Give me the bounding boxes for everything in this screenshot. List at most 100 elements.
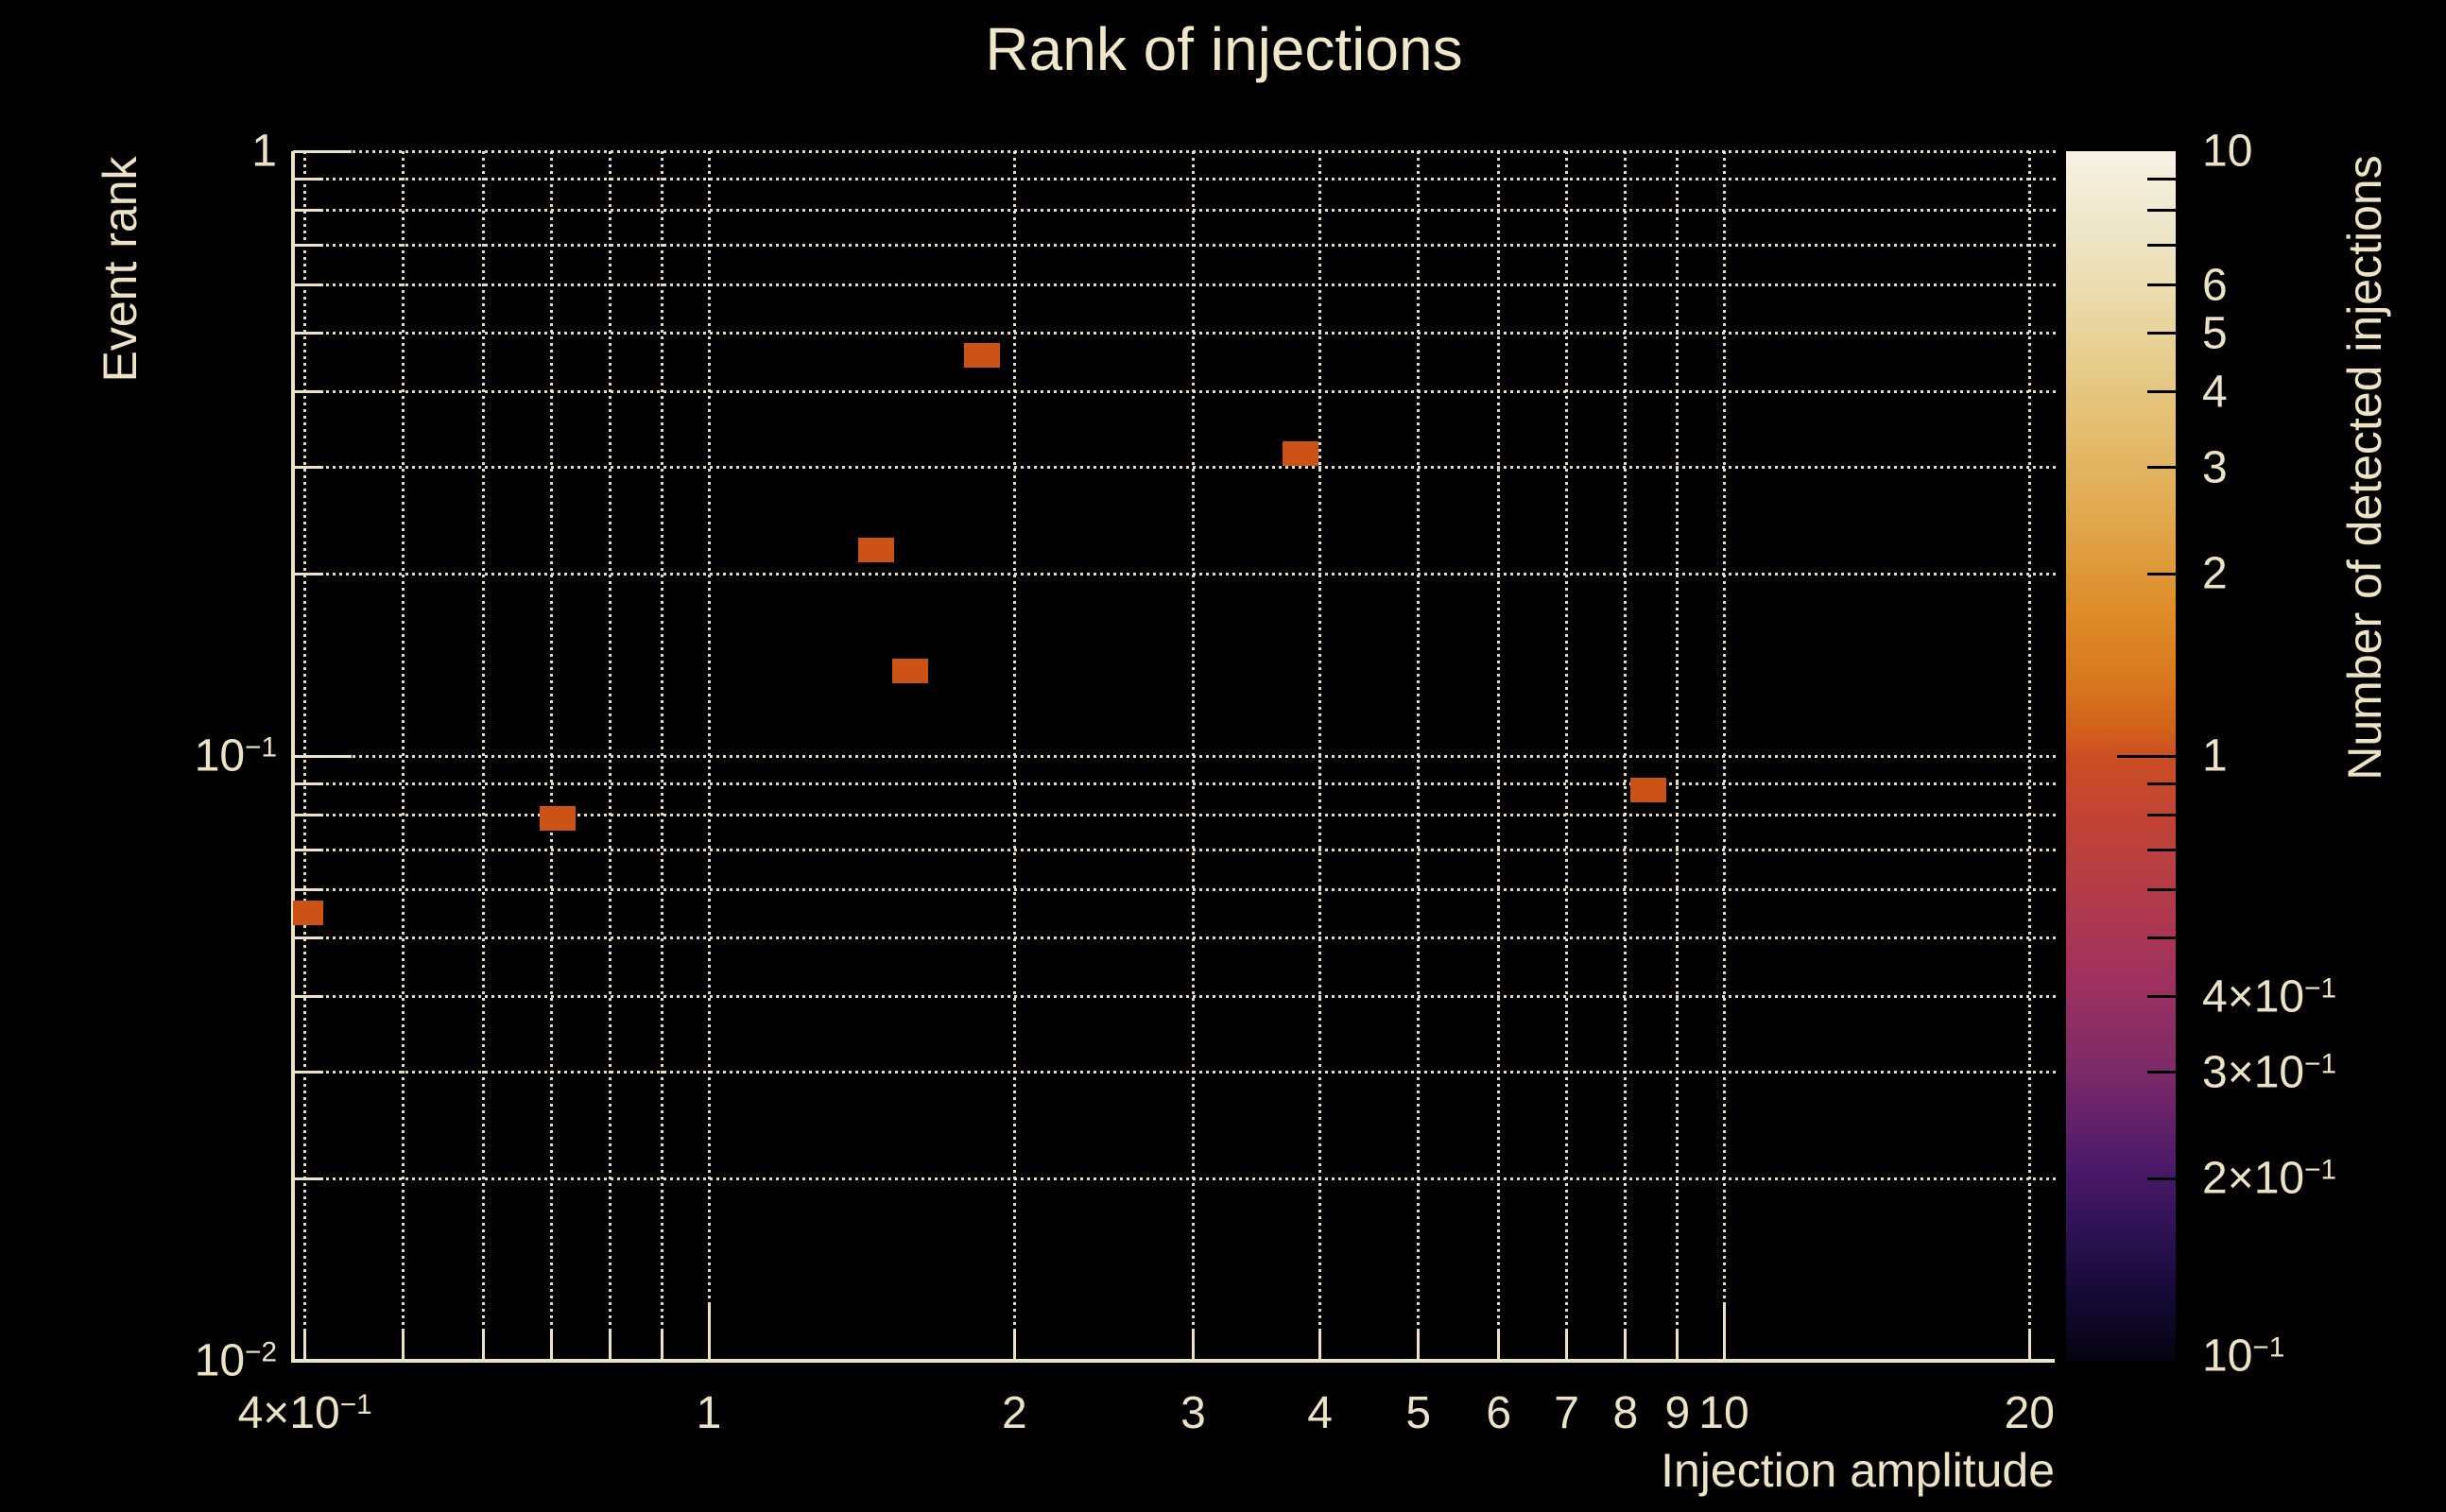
data-point-square [540, 805, 577, 831]
x-tickmark [1565, 1331, 1569, 1359]
chart-title: Rank of injections [985, 15, 1463, 83]
data-point-square [964, 342, 1001, 368]
y-gridline [293, 813, 2056, 816]
y-tickmark [295, 936, 323, 940]
y-tickmark [295, 284, 323, 287]
x-tickmark [1191, 1331, 1195, 1359]
y-gridline [293, 284, 2056, 287]
y-tickmark [295, 782, 323, 785]
x-tickmark [2027, 1331, 2031, 1359]
exponent: −1 [245, 731, 277, 764]
y-axis-line [291, 151, 295, 1363]
x-tickmark [402, 1331, 405, 1359]
data-point-square [892, 659, 929, 684]
y-gridline [293, 332, 2056, 335]
colorbar-tickmark [2147, 936, 2176, 940]
x-tick-label: 9 [1664, 1388, 1691, 1438]
y-gridline [293, 572, 2056, 576]
x-tickmark [609, 1331, 612, 1359]
x-axis-line [291, 1359, 2055, 1363]
colorbar-tick-label: 3 [2202, 442, 2228, 493]
x-tickmark [1318, 1331, 1322, 1359]
y-gridline [293, 149, 2056, 153]
colorbar-tickmark [2147, 888, 2176, 892]
y-gridline [293, 888, 2056, 892]
colorbar-tick-label: 2 [2202, 548, 2228, 599]
data-point-square [1283, 441, 1319, 467]
colorbar-tickmark [2147, 284, 2176, 287]
colorbar-tickmark [2147, 390, 2176, 394]
colorbar-tickmark [2147, 995, 2176, 999]
y-tickmark [295, 208, 323, 212]
y-axis-title: Event rank [94, 156, 146, 383]
x-tick-label: 7 [1554, 1388, 1579, 1438]
colorbar-tickmark [2147, 848, 2176, 851]
y-gridline [293, 390, 2056, 394]
x-tick-label: 10 [1698, 1388, 1749, 1438]
x-tick-label: 4×10−1 [237, 1388, 372, 1438]
y-tick-label: 10−2 [194, 1335, 277, 1386]
data-point-square [293, 901, 323, 926]
colorbar-tickmark [2147, 243, 2176, 247]
y-tick-label: 10−1 [194, 730, 277, 782]
x-tickmark [1624, 1331, 1628, 1359]
colorbar-tickmark [2147, 1071, 2176, 1074]
exponent: −1 [2304, 1154, 2337, 1186]
y-gridline [293, 1071, 2056, 1074]
x-tickmark [1722, 1302, 1726, 1359]
colorbar-title: Number of detected injections [2338, 155, 2391, 781]
colorbar-tickmark [2147, 332, 2176, 335]
x-axis-title: Injection amplitude [1661, 1444, 2055, 1497]
x-tickmark [1417, 1331, 1421, 1359]
x-tick-label: 6 [1486, 1388, 1512, 1438]
y-tickmark [295, 1071, 323, 1074]
colorbar-tick-label: 4 [2202, 367, 2228, 418]
y-tickmark [295, 1359, 352, 1363]
y-tickmark [295, 848, 323, 851]
y-tickmark [295, 754, 352, 758]
y-tick-label: 1 [251, 126, 277, 177]
exponent: −1 [339, 1389, 372, 1421]
colorbar-tickmark [2147, 1177, 2176, 1180]
x-tickmark [1676, 1331, 1679, 1359]
y-tickmark [295, 466, 323, 470]
colorbar-tick-label: 10 [2202, 126, 2253, 177]
x-tick-label: 2 [1001, 1388, 1027, 1438]
x-tickmark [661, 1331, 664, 1359]
colorbar-tickmark [2147, 208, 2176, 212]
colorbar-tick-label: 1 [2202, 730, 2228, 782]
y-tickmark [295, 149, 352, 153]
y-gridline [293, 1177, 2056, 1180]
y-gridline [293, 177, 2056, 180]
y-tickmark [295, 1177, 323, 1180]
colorbar-tick-label: 4×10−1 [2202, 971, 2337, 1022]
x-tick-label: 20 [2004, 1388, 2055, 1438]
x-tick-label: 8 [1612, 1388, 1639, 1438]
colorbar-tickmark [2147, 572, 2176, 576]
y-gridline [293, 848, 2056, 851]
y-tickmark [295, 177, 323, 180]
y-gridline [293, 754, 2056, 758]
x-tick-label: 5 [1405, 1388, 1432, 1438]
data-point-square [857, 538, 894, 563]
x-tick-label: 4 [1307, 1388, 1333, 1438]
colorbar-tick-label: 6 [2202, 260, 2228, 311]
x-tick-label: 1 [696, 1388, 722, 1438]
y-gridline [293, 995, 2056, 999]
x-tickmark [550, 1331, 554, 1359]
exponent: −1 [2252, 1332, 2285, 1364]
y-gridline [293, 466, 2056, 470]
exponent: −1 [2304, 1048, 2337, 1080]
y-gridline [293, 208, 2056, 212]
y-gridline [293, 243, 2056, 247]
colorbar-tickmark [2147, 466, 2176, 470]
y-tickmark [295, 332, 323, 335]
x-tickmark [1012, 1331, 1016, 1359]
x-tickmark [303, 1331, 307, 1359]
y-tickmark [295, 572, 323, 576]
colorbar-tickmark [2147, 813, 2176, 816]
colorbar-tickmark [2117, 754, 2176, 758]
data-point-square [1629, 777, 1666, 802]
exponent: −1 [2304, 972, 2337, 1005]
